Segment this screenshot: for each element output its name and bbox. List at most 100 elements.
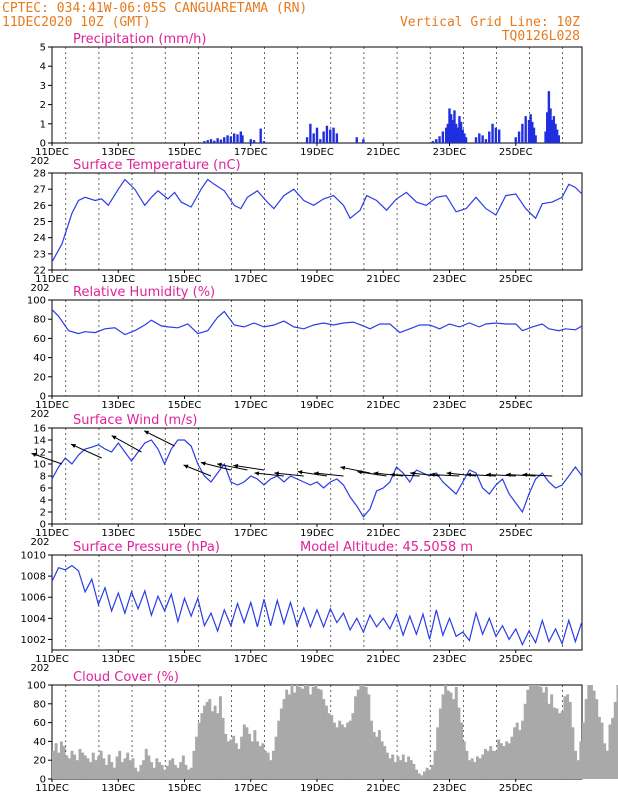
precip-bar: [446, 123, 450, 143]
wind-arrow-head: [390, 472, 395, 477]
panel-1: 0 1 2 3 4 5 11DEC 13DEC 15DEC 17DEC 19DEC 21DEC 23DE…: [30, 32, 583, 167]
x-tick-label: 17DEC: [234, 274, 268, 285]
wind-arrow-shaft: [486, 474, 516, 477]
y-tick-label: 12: [33, 448, 46, 459]
cloud-bar: [237, 748, 241, 779]
cloud-bar: [497, 739, 501, 779]
cloud-bar: [566, 694, 570, 779]
cloud-bar: [266, 752, 270, 779]
precip-bar: [524, 116, 527, 143]
cloud-bar: [539, 686, 543, 779]
cloud-bar: [377, 730, 381, 779]
x-tick-label: 19DEC: [300, 783, 334, 794]
cloud-bar: [433, 750, 437, 779]
cloud-bar: [168, 760, 172, 779]
cloud-bar: [226, 741, 230, 779]
cloud-bar: [563, 696, 567, 779]
cloud-bar: [102, 758, 106, 779]
cloud-bar: [415, 769, 418, 779]
panel-title: Precipitation (mm/h): [73, 32, 206, 47]
y-tick-label: 4: [40, 496, 46, 507]
cloud-bar: [370, 720, 373, 779]
cloud-bar: [105, 764, 108, 779]
cloud-bar: [470, 758, 474, 779]
y-tick-label: 1: [40, 119, 46, 130]
x-tick-label: 25DEC: [499, 274, 533, 285]
precip-bar: [474, 137, 478, 143]
cloud-bar: [597, 716, 601, 779]
wind-arrow-shaft: [390, 474, 420, 477]
cloud-bar: [184, 764, 188, 779]
x-tick-label: 17DEC: [234, 654, 268, 665]
cloud-bar: [94, 760, 98, 779]
cloud-bar: [311, 686, 315, 779]
precip-bar: [335, 133, 339, 143]
y-tick-label: 0: [40, 392, 46, 403]
x-tick-label: 15DEC: [168, 274, 202, 285]
cloud-bar: [285, 689, 289, 779]
precip-bar: [435, 139, 438, 143]
wind-arrow: [429, 472, 460, 477]
cloud-bar: [346, 722, 350, 779]
precip-bar: [239, 131, 243, 143]
precip-bar: [451, 119, 455, 143]
wind-arrow-shaft: [70, 443, 102, 459]
cloud-bar: [430, 764, 434, 779]
year-label: 202: [30, 156, 49, 167]
cloud-bar: [57, 752, 61, 779]
cloud-bar: [52, 750, 55, 779]
x-tick-label: 17DEC: [234, 147, 268, 158]
panel-5: 1002 1004 1006 1008 1010 11DEC 13DEC 15DEC 17DEC…: [21, 540, 583, 674]
x-tick-label: 15DEC: [168, 654, 202, 665]
cloud-bar: [452, 699, 456, 779]
wind-arrow: [373, 471, 404, 477]
cloud-bar: [208, 699, 212, 779]
x-tick-label: 25DEC: [499, 783, 533, 794]
cloud-bar: [399, 760, 403, 779]
cloud-bar: [515, 722, 519, 779]
cloud-bar: [605, 750, 609, 779]
x-tick-label: 17DEC: [234, 528, 268, 539]
panel-title: Surface Wind (m/s): [73, 413, 197, 428]
panel-2: 22 23 24 25 26 27 28 11DEC 13DEC 15DEC 17DEC 19DEC 2…: [30, 158, 583, 294]
cloud-bar: [271, 750, 275, 779]
wind-arrow-shaft: [357, 471, 387, 477]
y-tick-label: 1006: [21, 593, 46, 604]
cloud-bar: [253, 730, 257, 779]
y-tick-label: 28: [33, 169, 46, 180]
panel-title: Surface Pressure (hPa): [73, 540, 220, 555]
precip-bar: [262, 141, 266, 143]
wind-arrow-head: [446, 471, 452, 476]
wind-arrow-head: [200, 461, 206, 466]
wind-arrow: [446, 471, 477, 477]
y-tick-label: 100: [27, 296, 46, 307]
cloud-bar: [483, 748, 487, 779]
cloud-bar: [499, 743, 503, 779]
wind-arrow: [466, 472, 496, 477]
cloud-bar: [507, 743, 511, 779]
cloud-bar: [460, 722, 464, 779]
x-tick-label: 15DEC: [168, 400, 202, 411]
cloud-bar: [529, 685, 532, 779]
x-tick-label: 25DEC: [499, 400, 533, 411]
cloud-bar: [309, 694, 312, 779]
precip-bar: [226, 135, 229, 143]
cloud-bar: [187, 769, 191, 779]
x-tick-label: 13DEC: [101, 400, 135, 411]
precip-bar: [241, 135, 244, 143]
cloud-bar: [491, 750, 495, 779]
cloud-bar: [449, 692, 453, 779]
cloud-bar: [526, 689, 530, 779]
precip-bar: [550, 119, 554, 143]
cloud-bar: [112, 767, 116, 779]
precip-bar: [315, 127, 319, 143]
cloud-bar: [513, 727, 517, 779]
y-tick-label: 1008: [21, 572, 46, 583]
cloud-bar: [444, 685, 448, 779]
y-tick-label: 2: [40, 100, 46, 111]
y-tick-label: 22: [33, 266, 46, 277]
cloud-bar: [356, 689, 360, 779]
precip-bar: [329, 129, 332, 143]
cloud-bar: [229, 739, 233, 779]
